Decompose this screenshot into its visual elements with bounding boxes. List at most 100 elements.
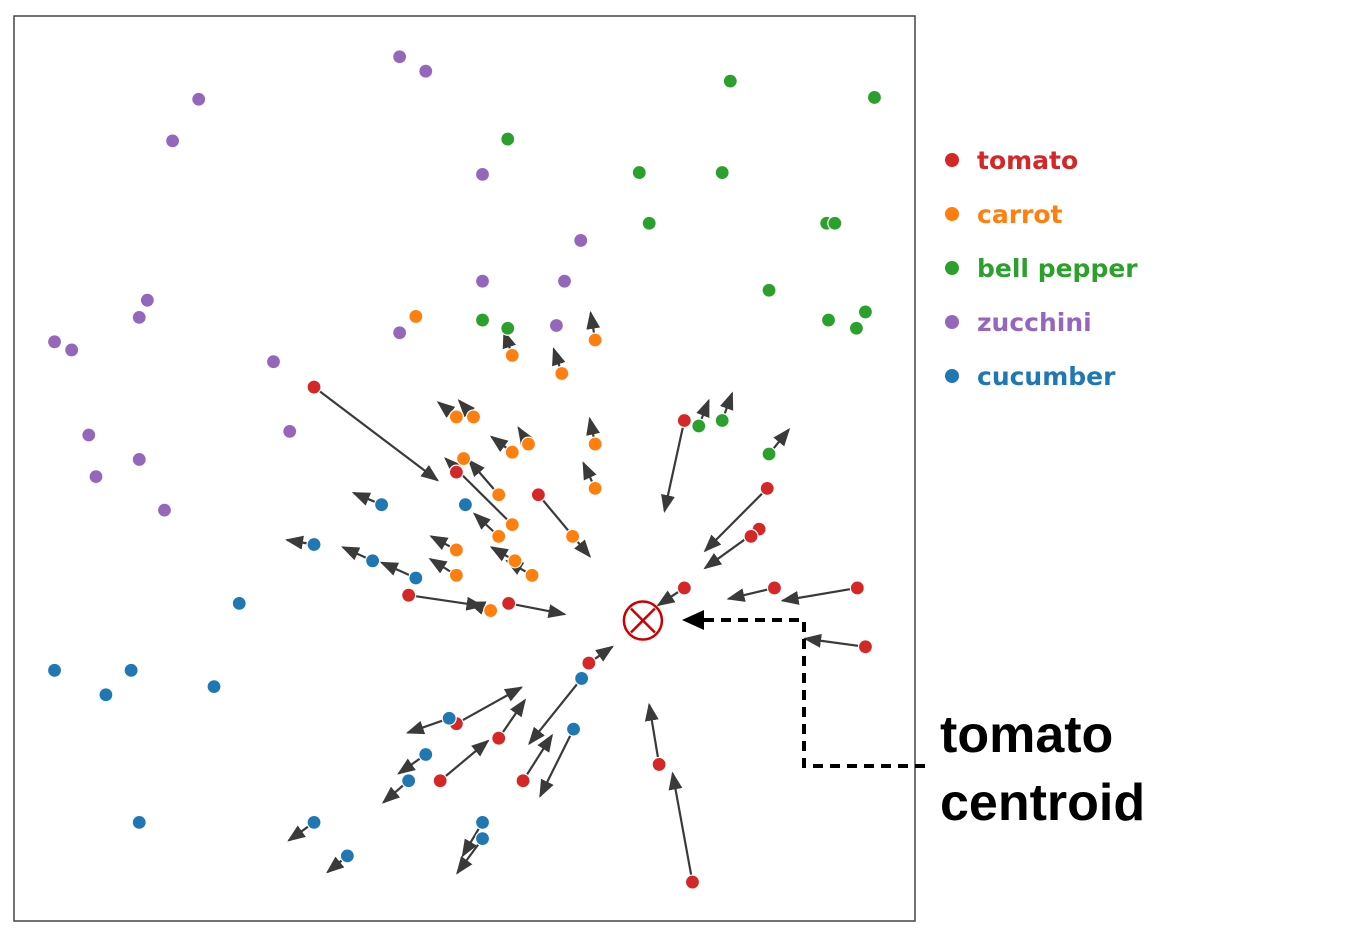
point-tomato bbox=[501, 595, 517, 611]
arrows-layer bbox=[285, 310, 866, 883]
displacement-arrow bbox=[703, 487, 769, 553]
point-bell-pepper bbox=[857, 304, 874, 320]
legend-label-carrot: carrot bbox=[977, 200, 1063, 229]
point-zucchini bbox=[556, 273, 573, 289]
point-carrot bbox=[465, 409, 482, 425]
legend-marker-tomato bbox=[945, 153, 959, 167]
point-tomato bbox=[401, 587, 417, 603]
point-carrot bbox=[504, 347, 520, 363]
point-bell-pepper bbox=[500, 320, 516, 336]
point-carrot bbox=[448, 567, 464, 583]
point-carrot bbox=[504, 444, 520, 460]
point-cucumber bbox=[98, 687, 114, 703]
point-tomato bbox=[849, 580, 865, 596]
point-carrot bbox=[507, 553, 523, 569]
displacement-arrow bbox=[508, 602, 567, 619]
point-tomato bbox=[743, 528, 759, 544]
point-cucumber bbox=[206, 679, 222, 695]
point-bell-pepper bbox=[691, 418, 707, 434]
point-tomato bbox=[676, 412, 692, 429]
displacement-arrow bbox=[439, 739, 490, 782]
displacement-arrow bbox=[726, 586, 775, 602]
point-cucumber bbox=[46, 662, 63, 678]
point-bell-pepper bbox=[631, 164, 647, 181]
point-zucchini bbox=[392, 325, 408, 341]
point-bell-pepper bbox=[827, 215, 843, 231]
point-zucchini bbox=[282, 423, 298, 439]
point-carrot bbox=[524, 567, 540, 583]
displacement-arrow bbox=[644, 702, 661, 765]
point-cucumber bbox=[306, 814, 322, 830]
point-carrot bbox=[455, 450, 472, 467]
plot-frame bbox=[13, 15, 916, 922]
point-carrot bbox=[520, 436, 537, 452]
legend-label-zucchini: zucchini bbox=[977, 308, 1092, 337]
displacement-arrow bbox=[455, 686, 524, 725]
point-zucchini bbox=[139, 292, 155, 308]
point-bell-pepper bbox=[761, 282, 777, 298]
point-cucumber bbox=[408, 570, 424, 586]
displacement-arrow bbox=[522, 733, 553, 782]
displacement-arrow bbox=[497, 698, 526, 739]
point-bell-pepper bbox=[474, 312, 491, 328]
point-carrot bbox=[483, 602, 499, 619]
points-layer bbox=[46, 49, 883, 890]
point-bell-pepper bbox=[500, 131, 516, 147]
point-zucchini bbox=[156, 502, 173, 518]
point-bell-pepper bbox=[761, 446, 777, 462]
point-carrot bbox=[565, 528, 581, 544]
point-cucumber bbox=[306, 536, 322, 553]
annotation-line-1: tomato bbox=[940, 706, 1113, 764]
point-zucchini bbox=[191, 91, 207, 107]
point-tomato bbox=[491, 730, 507, 746]
legend-label-tomato: tomato bbox=[977, 146, 1078, 175]
point-zucchini bbox=[418, 63, 434, 79]
point-cucumber bbox=[131, 814, 147, 830]
displacement-arrow bbox=[528, 677, 583, 746]
point-zucchini bbox=[46, 334, 63, 350]
point-carrot bbox=[504, 517, 520, 533]
displacement-arrow bbox=[803, 633, 866, 648]
point-cucumber bbox=[574, 670, 590, 687]
point-bell-pepper bbox=[866, 89, 883, 106]
point-zucchini bbox=[64, 342, 80, 358]
annotation-line-2: centroid bbox=[940, 774, 1145, 832]
point-zucchini bbox=[474, 166, 491, 182]
point-carrot bbox=[587, 436, 603, 452]
point-carrot bbox=[491, 487, 507, 503]
point-carrot bbox=[587, 480, 603, 497]
point-tomato bbox=[448, 464, 464, 480]
displacement-arrow bbox=[537, 494, 592, 558]
point-cucumber bbox=[457, 497, 474, 513]
point-cucumber bbox=[374, 497, 390, 513]
point-cucumber bbox=[401, 773, 417, 789]
legend-label-cucumber: cucumber bbox=[977, 362, 1116, 391]
point-tomato bbox=[651, 756, 667, 773]
point-tomato bbox=[432, 773, 448, 789]
point-carrot bbox=[554, 365, 570, 382]
legend-marker-zucchini bbox=[945, 315, 959, 329]
point-bell-pepper bbox=[641, 215, 657, 231]
point-tomato bbox=[857, 639, 874, 655]
point-carrot bbox=[587, 332, 603, 348]
point-tomato bbox=[306, 379, 322, 395]
point-cucumber bbox=[339, 848, 355, 864]
point-cucumber bbox=[474, 814, 491, 830]
point-zucchini bbox=[392, 49, 408, 65]
point-cucumber bbox=[441, 710, 457, 726]
point-zucchini bbox=[131, 309, 147, 325]
point-tomato bbox=[766, 580, 783, 596]
point-zucchini bbox=[573, 232, 589, 249]
point-bell-pepper bbox=[820, 312, 837, 328]
displacement-arrow bbox=[668, 771, 694, 883]
displacement-arrow bbox=[539, 728, 575, 798]
point-tomato bbox=[684, 874, 701, 890]
legend: tomato carrot bell pepper zucchini cucumber bbox=[945, 146, 1138, 391]
point-zucchini bbox=[88, 469, 104, 485]
legend-marker-bell-pepper bbox=[945, 261, 959, 275]
point-bell-pepper bbox=[722, 73, 738, 89]
centroid-cross-stroke bbox=[630, 607, 656, 634]
displacement-arrow bbox=[661, 420, 686, 513]
point-tomato bbox=[759, 480, 775, 497]
centroid-callout-connector bbox=[682, 610, 925, 768]
